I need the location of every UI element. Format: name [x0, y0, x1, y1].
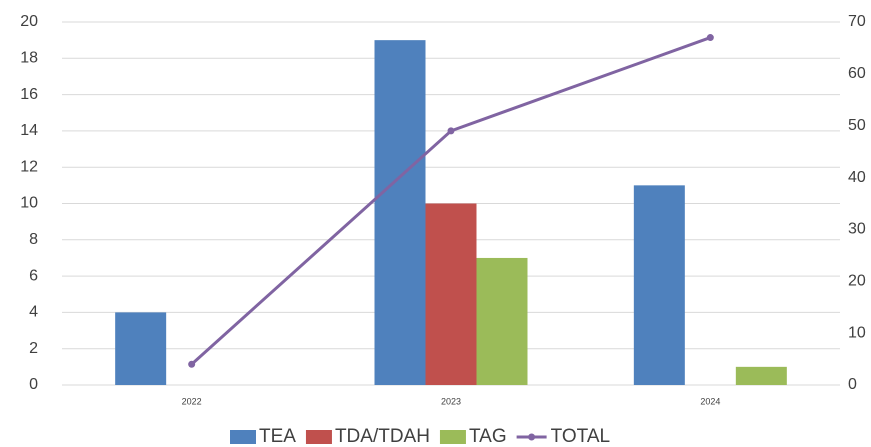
legend-swatch [305, 430, 332, 444]
legend-label: TOTAL [551, 426, 610, 447]
y-tick-label: 0 [29, 376, 38, 393]
line-marker [447, 127, 455, 135]
legend-label: TDA/TDAH [335, 426, 430, 447]
legend-label: TEA [259, 426, 296, 447]
y-tick-label: 16 [20, 86, 38, 103]
y2-tick-label: 50 [848, 117, 866, 134]
legend-swatch [439, 430, 466, 444]
y-tick-label: 2 [29, 340, 38, 357]
y2-tick-label: 60 [848, 65, 866, 82]
y-tick-label: 20 [20, 13, 38, 30]
x-tick-label: 2022 [182, 396, 202, 406]
line-marker [188, 360, 196, 368]
x-tick-label: 2024 [700, 396, 720, 406]
legend-swatch [528, 433, 536, 441]
y-tick-label: 8 [29, 231, 38, 248]
y-tick-label: 14 [20, 122, 38, 139]
y-tick-label: 10 [20, 195, 38, 212]
y2-tick-label: 30 [848, 221, 866, 238]
y-tick-label: 12 [20, 158, 38, 175]
bar [374, 40, 426, 386]
y-tick-label: 4 [29, 304, 38, 321]
bar [425, 203, 477, 385]
line-marker [706, 34, 714, 42]
y2-tick-label: 70 [848, 13, 866, 30]
y-tick-label: 18 [20, 50, 38, 67]
y2-tick-label: 10 [848, 324, 866, 341]
y2-tick-label: 40 [848, 169, 866, 186]
legend-label: TAG [469, 426, 507, 447]
legend-swatch [230, 430, 256, 444]
y-tick-label: 6 [29, 267, 38, 284]
bar [735, 366, 787, 385]
bar [476, 257, 528, 385]
x-tick-label: 2023 [441, 396, 461, 406]
y2-tick-label: 20 [848, 273, 866, 290]
bar [115, 312, 167, 385]
y2-tick-label: 0 [848, 376, 857, 393]
bar [633, 185, 685, 385]
